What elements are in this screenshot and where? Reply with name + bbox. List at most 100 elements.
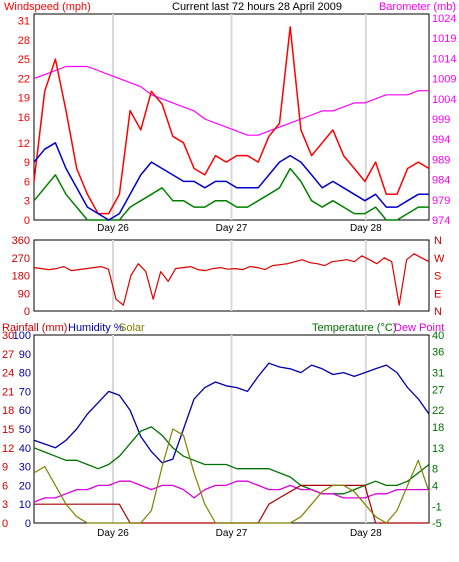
temperature-tick: 13 [432, 443, 444, 455]
humidity-tick: 40 [19, 443, 31, 455]
windspeed-tick: 9 [24, 157, 30, 169]
humidity-tick: 80 [19, 368, 31, 380]
barometer-tick: 1014 [432, 53, 456, 65]
humidity-temperature-series [33, 362, 430, 524]
windspeed-axis-label: Windspeed (mph) [4, 1, 91, 13]
rainfall-tick: 6 [2, 480, 8, 492]
x-tick-label: Day 28 [350, 223, 382, 234]
compass-letter: S [434, 271, 441, 283]
windspeed-tick: 12 [18, 138, 30, 150]
humidity-tick: 0 [25, 518, 31, 530]
rainfall-tick: 3 [2, 499, 8, 511]
rainfall-axis-label: Rainfall (mm) [2, 322, 67, 334]
direction-tick: 90 [18, 288, 30, 300]
grid-lines [112, 14, 367, 220]
direction-tick: 0 [24, 306, 30, 318]
compass-letter: W [434, 253, 445, 265]
windspeed-tick: 16 [18, 112, 30, 124]
barometer-tick-labels: 974 979 984 989 994 999 1004 1009 1014 1019 1024 [432, 13, 456, 227]
windspeed-tick: 28 [18, 35, 30, 47]
solar-axis-label: Solar [119, 322, 145, 334]
windspeed-tick: 25 [18, 54, 30, 66]
barometer-tick: 999 [432, 114, 450, 126]
rainfall-tick: 15 [2, 424, 14, 436]
barometer-tick: 1024 [432, 13, 456, 25]
windspeed-tick: 22 [18, 73, 30, 85]
direction-tick-labels: 0 90 180 270 360 [12, 235, 30, 318]
temperature-axis-label: Temperature (°C) [312, 322, 396, 334]
humidity-tick: 100 [13, 330, 31, 342]
rainfall-tick: 24 [2, 368, 14, 380]
barometer-tick: 1009 [432, 74, 456, 86]
windspeed-tick: 3 [24, 196, 30, 208]
rainfall-tick: 12 [2, 443, 14, 455]
windspeed-tick-labels: 0 3 6 9 12 16 19 22 25 28 31 [18, 15, 30, 227]
barometer-line [33, 65, 429, 136]
x-tick-label: Day 26 [97, 223, 129, 234]
barometer-tick: 979 [432, 195, 450, 207]
barometer-axis-label: Barometer (mb) [379, 1, 456, 13]
windspeed-tick: 6 [24, 176, 30, 188]
humidity-tick: 10 [19, 499, 31, 511]
humidity-temperature-chart: Rainfall (mm) Humidity % Solar Temperatu… [2, 322, 444, 539]
grid-lines [112, 335, 367, 523]
temperature-tick: 22 [432, 405, 444, 417]
day-labels: Day 26 Day 27 Day 28 [97, 528, 382, 539]
compass-letter: E [434, 288, 441, 300]
rainfall-tick: 30 [2, 330, 14, 342]
windspeed-tick: 31 [18, 15, 30, 27]
direction-tick: 270 [12, 253, 30, 265]
humidity-tick: 60 [19, 405, 31, 417]
temperature-line [33, 426, 430, 495]
dewpoint-axis-label: Dew Point [394, 322, 444, 334]
rainfall-tick: 9 [2, 462, 8, 474]
temperature-tick: 18 [432, 422, 444, 434]
humidity-axis-label: Humidity % [68, 322, 124, 334]
x-tick-label: Day 28 [350, 528, 382, 539]
x-tick-label: Day 26 [97, 528, 129, 539]
rain-humidity-tick-labels: 0 3 6 9 12 15 18 21 24 27 30 0 10 20 30 40 50 60 70 80 90 100 [2, 330, 31, 530]
barometer-tick: 1019 [432, 33, 456, 45]
humidity-tick: 30 [19, 462, 31, 474]
windspeed-tick: 0 [24, 215, 30, 227]
barometer-tick: 974 [432, 215, 450, 227]
gust-wind-line [33, 26, 430, 215]
wind-barometer-chart: Windspeed (mph) Current last 72 hours 28… [4, 1, 456, 234]
barometer-tick: 984 [432, 175, 450, 187]
rainfall-tick: 21 [2, 386, 14, 398]
compass-letter: N [434, 306, 442, 318]
wind-direction-line [33, 253, 430, 306]
temperature-tick: 27 [432, 384, 444, 396]
low-wind-line [33, 167, 429, 221]
direction-tick: 360 [12, 235, 30, 247]
temperature-tick: 36 [432, 347, 444, 359]
humidity-tick: 70 [19, 386, 31, 398]
direction-series [33, 253, 430, 306]
humidity-tick: 50 [19, 424, 31, 436]
temperature-tick: 31 [432, 368, 444, 380]
x-tick-label: Day 27 [216, 528, 248, 539]
humidity-line [33, 362, 430, 464]
x-tick-label: Day 27 [216, 223, 248, 234]
temperature-tick: -5 [432, 518, 442, 530]
temperature-tick: -1 [432, 501, 442, 513]
humidity-tick: 90 [19, 349, 31, 361]
rainfall-tick: 18 [2, 405, 14, 417]
temperature-tick: 40 [432, 330, 444, 342]
day-labels: Day 26 Day 27 Day 28 [97, 223, 382, 234]
temperature-tick-labels: -5 -1 4 8 13 18 22 27 31 36 40 [432, 330, 444, 530]
compass-letter: N [434, 235, 442, 247]
wind-series [33, 26, 430, 221]
rainfall-tick: 0 [2, 518, 8, 530]
grid-lines [112, 240, 367, 311]
humidity-tick: 20 [19, 480, 31, 492]
barometer-tick: 1004 [432, 94, 456, 106]
avg-wind-line [33, 142, 429, 221]
windspeed-tick: 19 [18, 93, 30, 105]
dewpoint-line [33, 480, 429, 503]
